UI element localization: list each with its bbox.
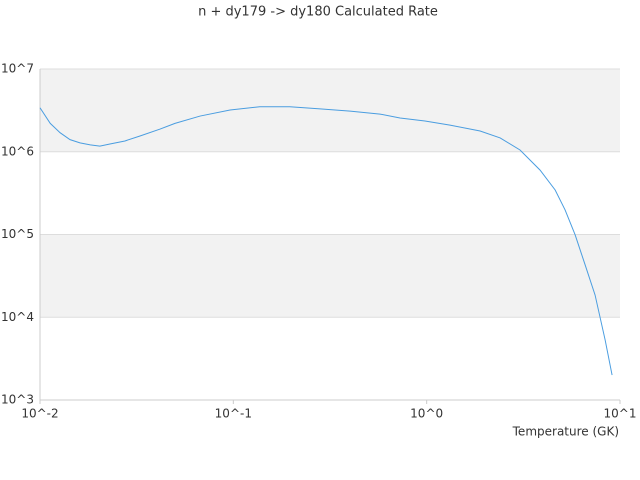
x-tick-label: 10^-2 [21,407,58,421]
x-axis-label: Temperature (GK) [512,425,619,439]
grid-band [40,234,620,318]
y-tick-label: 10^4 [1,310,34,324]
y-tick-label: 10^7 [1,62,34,76]
x-tick-label: 10^1 [604,407,637,421]
y-tick-label: 10^5 [1,227,34,241]
plot-background [40,69,620,318]
y-tick-label: 10^3 [1,393,34,407]
x-tick-label: 10^-1 [215,407,252,421]
chart-title: n + dy179 -> dy180 Calculated Rate [198,5,438,20]
series-line [39,106,613,376]
x-tick-label: 10^0 [410,407,443,421]
grid-band [40,69,620,152]
y-tick-label: 10^6 [1,144,34,158]
